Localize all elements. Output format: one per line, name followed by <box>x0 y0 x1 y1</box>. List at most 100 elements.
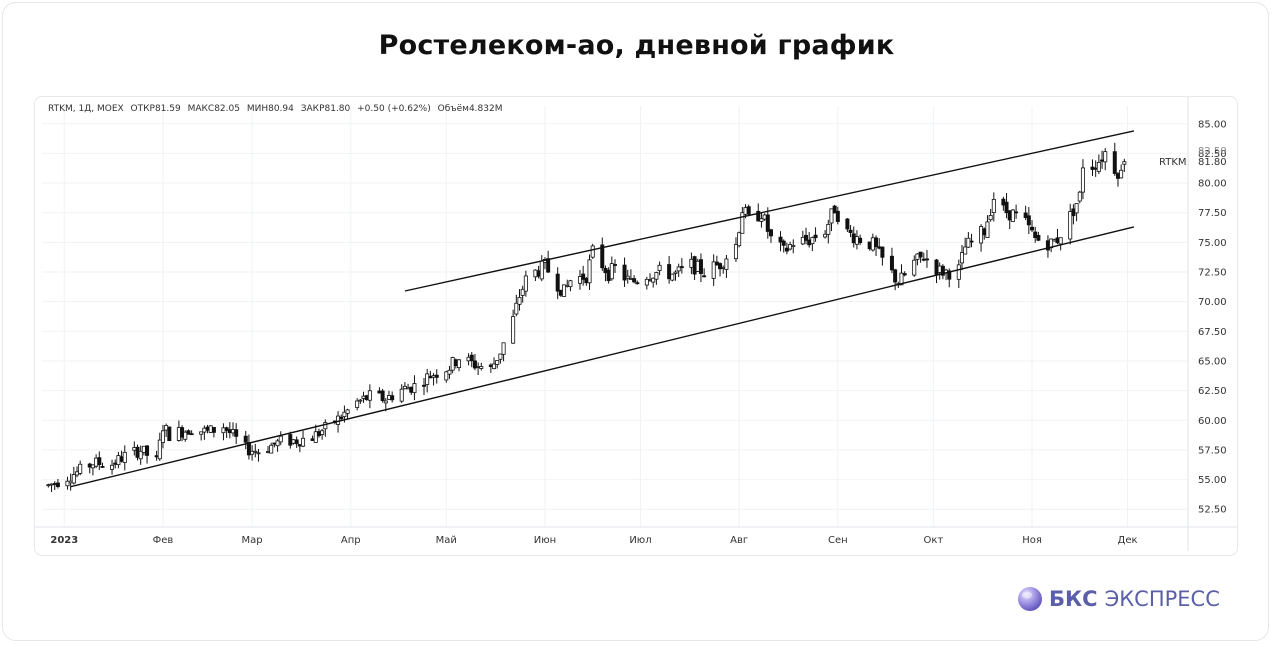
candle-body <box>810 237 815 245</box>
candle-body <box>568 280 573 288</box>
candle-body <box>476 366 481 368</box>
candle-body <box>1080 167 1085 193</box>
candle-body <box>520 288 525 296</box>
candle-body <box>167 426 172 442</box>
candle-body <box>648 279 653 282</box>
ticker-label: RTKM <box>1159 157 1187 168</box>
candle-body <box>845 218 850 230</box>
candle-body <box>135 446 140 458</box>
y-tick-label: 82.50 <box>1198 149 1227 160</box>
candle-body <box>358 399 363 402</box>
candle-body <box>807 239 812 246</box>
candle-body <box>1071 208 1076 217</box>
candle-body <box>399 388 404 402</box>
candle-body <box>889 255 894 271</box>
candle-body <box>294 439 299 445</box>
y-tick-label: 75.00 <box>1198 238 1227 249</box>
candle-body <box>692 256 697 275</box>
candle-body <box>313 431 318 443</box>
candle-body <box>386 395 391 400</box>
candle-body <box>186 430 191 435</box>
candle-body <box>492 363 497 370</box>
candle-body <box>756 210 761 222</box>
y-tick-label: 70.00 <box>1198 297 1227 308</box>
candle-body <box>431 375 436 378</box>
candle-body <box>959 252 964 264</box>
candle-body <box>1023 212 1028 218</box>
candle-body <box>230 429 235 434</box>
candle-body <box>517 297 522 305</box>
candle-body <box>673 271 678 274</box>
candle-body <box>746 206 751 215</box>
candle-body <box>581 273 586 280</box>
candle-body <box>78 463 83 474</box>
candle-body <box>457 359 462 369</box>
candle-body <box>1052 239 1057 242</box>
candle-body <box>988 215 993 221</box>
candle-body <box>867 241 872 250</box>
candle-body <box>804 234 809 241</box>
candle-body <box>1112 151 1117 174</box>
candle-body <box>1103 151 1108 163</box>
candle-body <box>205 426 210 431</box>
candle-body <box>243 435 248 443</box>
candle-body <box>781 240 786 246</box>
candle-body <box>724 258 729 270</box>
candle-body <box>590 245 595 258</box>
candle-body <box>1001 198 1006 206</box>
candle-body <box>406 387 411 390</box>
candle-body <box>606 269 611 282</box>
candle-body <box>800 236 805 245</box>
change-value: +0.50 (+0.62%) <box>357 104 431 114</box>
trend-line-upper-channel <box>404 130 1135 292</box>
x-tick-label: Дек <box>1118 535 1138 546</box>
candle-body <box>514 302 519 315</box>
y-tick-label: 72.50 <box>1198 268 1227 279</box>
y-tick-label: 65.00 <box>1198 356 1227 367</box>
candle-body <box>991 198 996 214</box>
candle-body <box>501 342 506 355</box>
candle-body <box>918 251 923 258</box>
candle-body <box>1058 237 1063 245</box>
candle-body <box>902 273 907 276</box>
candle-body <box>956 264 961 280</box>
candle-body <box>711 261 716 279</box>
candle-body <box>689 258 694 268</box>
candle-body <box>164 425 169 431</box>
candle-body <box>829 208 834 224</box>
candle-body <box>622 264 627 281</box>
candle-body <box>65 480 70 487</box>
candle-body <box>937 265 942 273</box>
candle-body <box>947 270 952 280</box>
candle-body <box>1115 173 1120 179</box>
candle-body <box>874 237 879 248</box>
candle-body <box>893 269 898 283</box>
candle-body <box>355 400 360 408</box>
candle-body <box>565 284 570 287</box>
candle-body <box>762 214 767 220</box>
candle-body <box>110 464 115 470</box>
candle-body <box>628 278 633 280</box>
candle-body <box>635 282 640 285</box>
candle-body <box>320 430 325 435</box>
candle-body <box>316 431 321 437</box>
y-tick-label: 77.50 <box>1198 208 1227 219</box>
candle-body <box>383 400 388 404</box>
x-tick-label: Май <box>436 535 457 546</box>
candle-body <box>447 369 452 375</box>
volume-value: Объём4.832M <box>437 104 503 114</box>
candle-body <box>1122 161 1127 165</box>
candle-body <box>97 457 102 466</box>
candle-body <box>1068 211 1073 240</box>
candle-body <box>444 371 449 381</box>
candle-body <box>199 431 204 435</box>
candle-body <box>870 237 875 251</box>
brand-name-thin: ЭКСПРЕСС <box>1104 587 1220 611</box>
candle-body <box>49 483 54 486</box>
candle-body <box>784 247 789 252</box>
candle-body <box>835 210 840 222</box>
candle-body <box>342 411 347 417</box>
y-tick-label: 52.50 <box>1198 505 1227 516</box>
ohlc-info-line: RTKM, 1Д, MOEX ОТКР81.59 МАКС82.05 МИН80… <box>48 104 506 114</box>
